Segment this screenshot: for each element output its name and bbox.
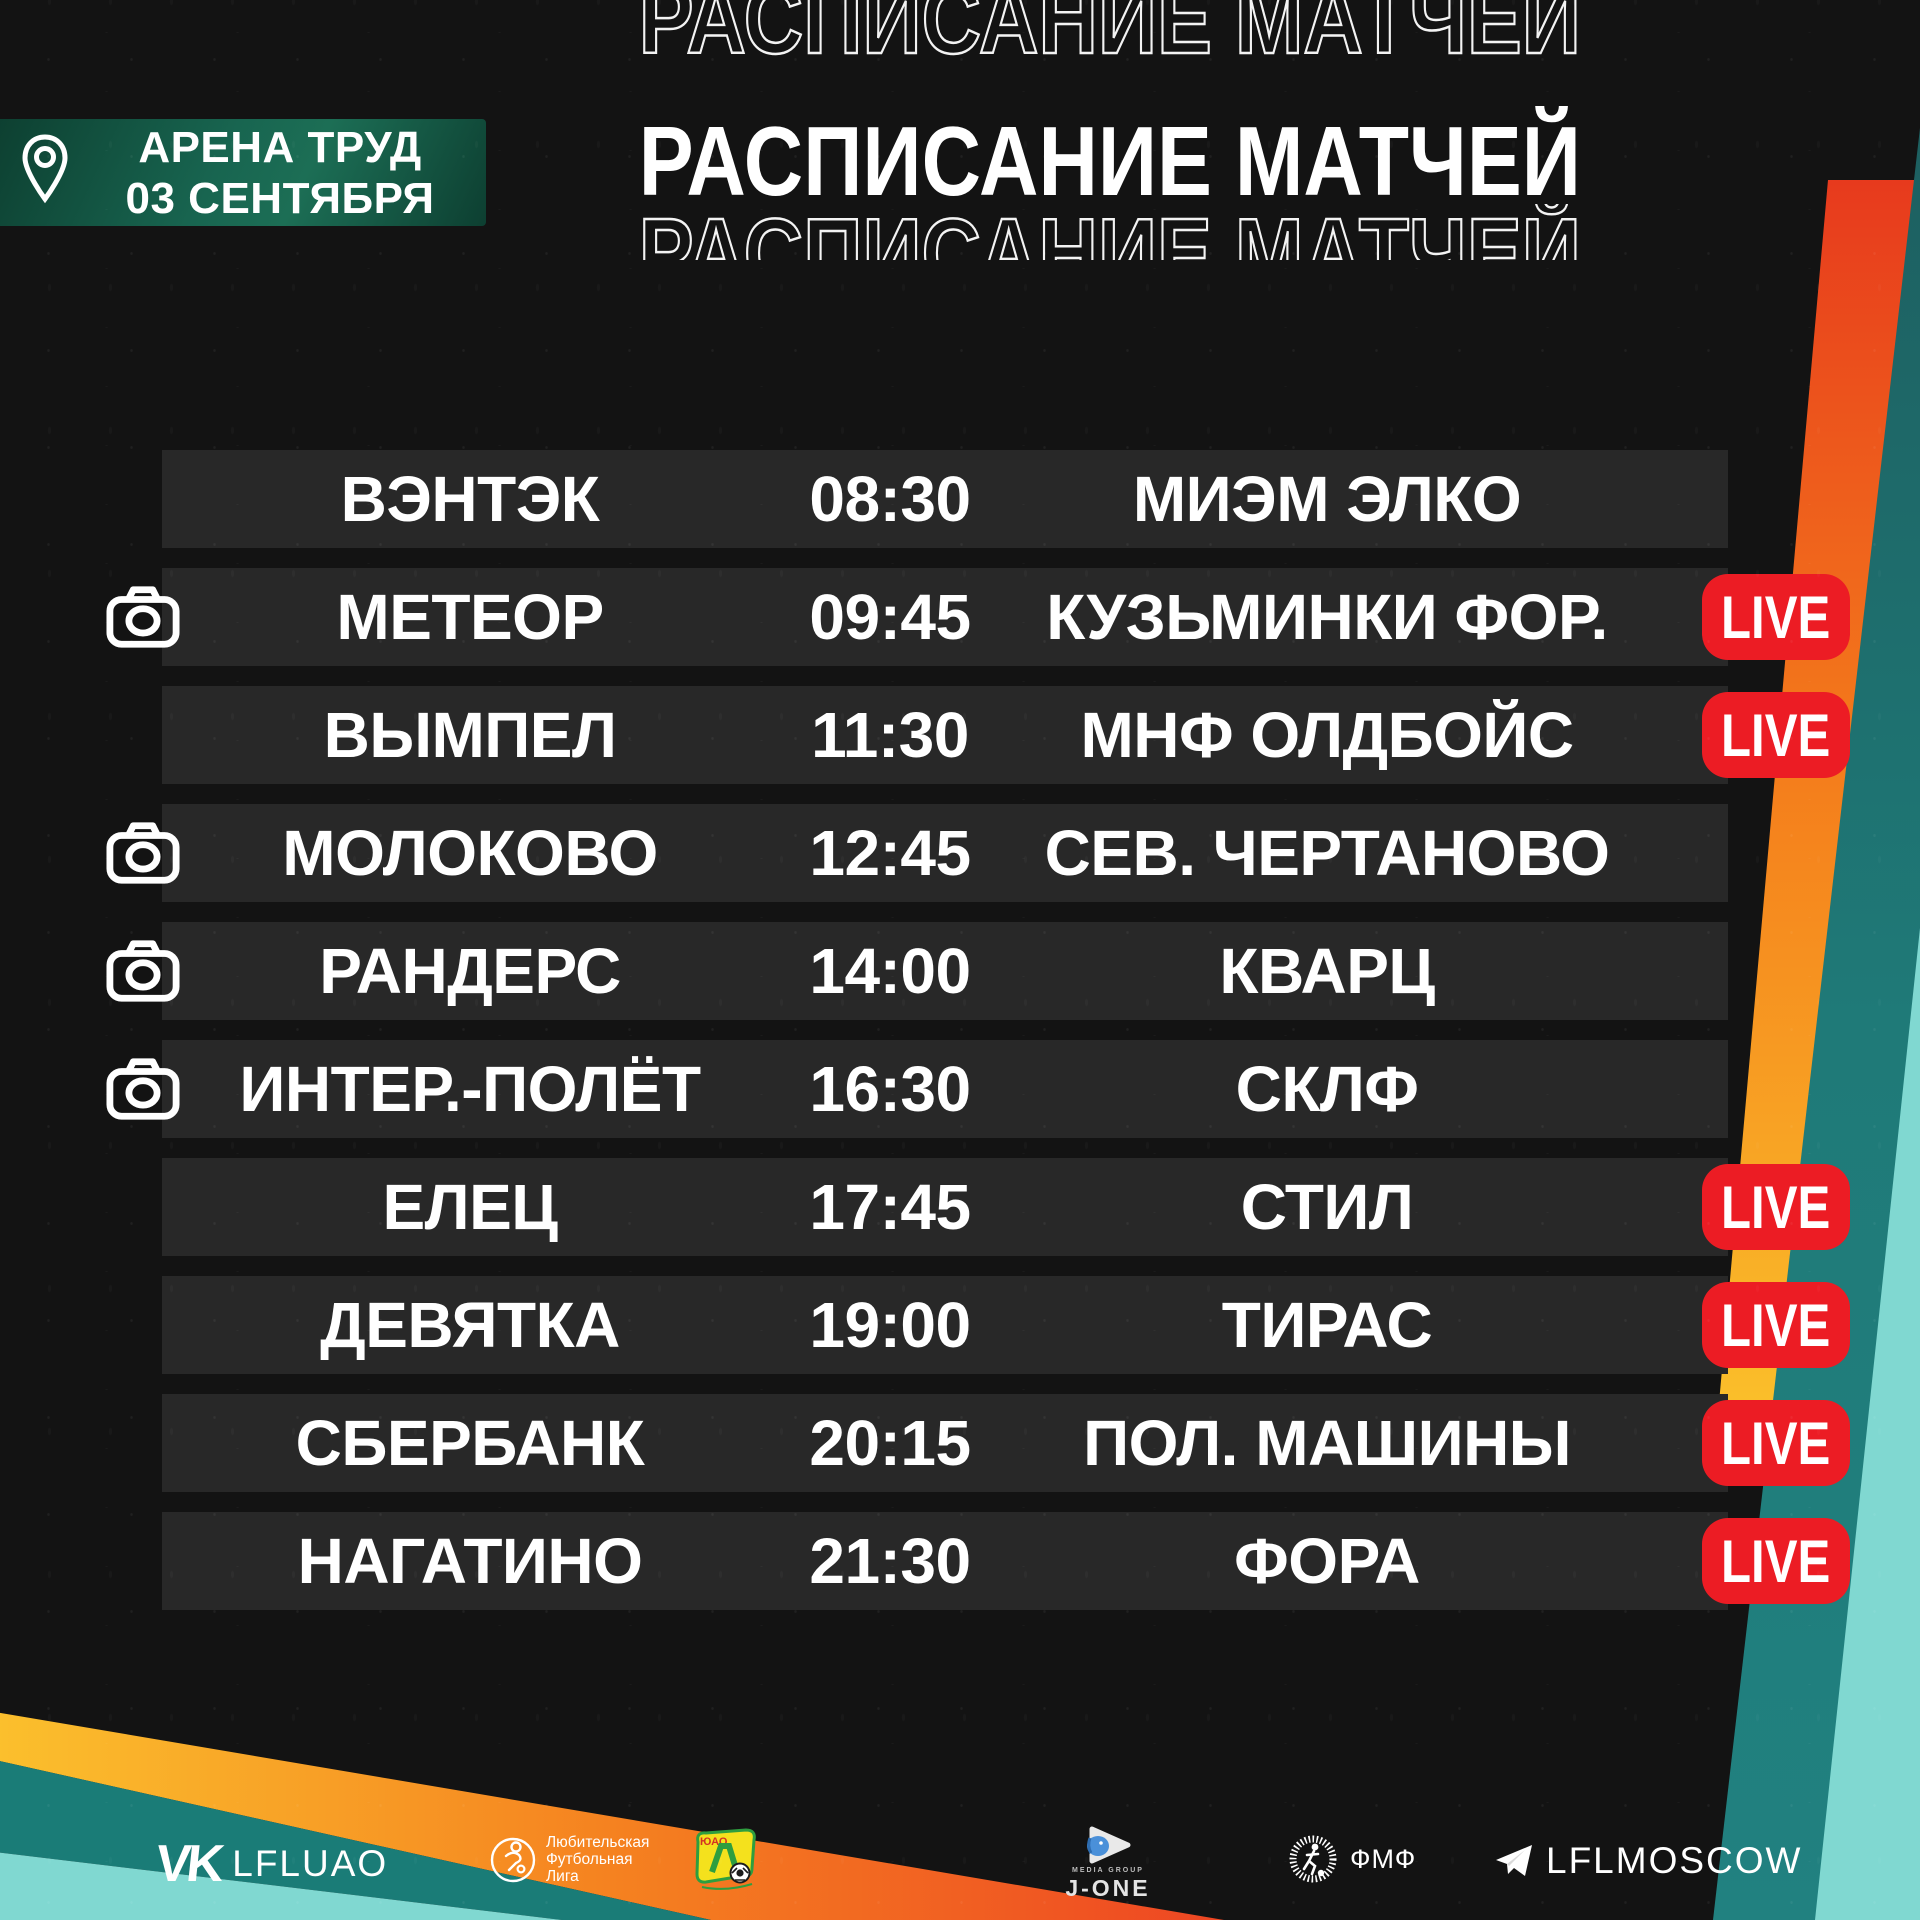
home-team: ЕЛЕЦ bbox=[382, 1171, 558, 1243]
match-row: ВЫМПЕЛ 11:30 МНФ ОЛДБОЙС LIVE bbox=[162, 686, 1850, 784]
match-row: ВЭНТЭК 08:30 МИЭМ ЭЛКО bbox=[162, 450, 1728, 548]
home-team: ДЕВЯТКА bbox=[320, 1289, 620, 1361]
match-time: 08:30 bbox=[809, 463, 971, 535]
match-time: 11:30 bbox=[811, 699, 969, 771]
jone-play-triangle-icon bbox=[1087, 1826, 1131, 1864]
home-team: МОЛОКОВО bbox=[282, 817, 658, 889]
match-time: 14:00 bbox=[809, 935, 971, 1007]
match-row: ИНТЕР.-ПОЛЁТ 16:30 СКЛФ bbox=[106, 1040, 1728, 1138]
bottom-left-yellow-stripe bbox=[0, 1712, 1224, 1920]
vk-icon: VK bbox=[152, 1835, 224, 1893]
jone-wordmark: J-ONE bbox=[1065, 1875, 1151, 1901]
right-orange-stripe bbox=[1715, 180, 1916, 1448]
fmf-label: ФМФ bbox=[1350, 1843, 1417, 1874]
match-time: 09:45 bbox=[809, 581, 971, 653]
vk-handle: LFLUAO bbox=[232, 1843, 389, 1884]
live-badge: LIVE bbox=[1702, 1164, 1850, 1250]
match-time: 17:45 bbox=[809, 1171, 971, 1243]
venue-name: АРЕНА ТРУД bbox=[138, 122, 422, 172]
footer-telegram: LFLMOSCOW bbox=[1494, 1840, 1802, 1882]
home-team: НАГАТИНО bbox=[297, 1525, 643, 1597]
home-team: СБЕРБАНК bbox=[295, 1407, 645, 1479]
match-row: ДЕВЯТКА 19:00 ТИРАС LIVE bbox=[162, 1276, 1850, 1374]
lfl-text: Любительская Футбольная Лига bbox=[546, 1834, 649, 1885]
match-row: ЕЛЕЦ 17:45 СТИЛ LIVE bbox=[162, 1158, 1850, 1256]
home-team: ВЫМПЕЛ bbox=[323, 699, 617, 771]
footer-uao-league: ЮАО bbox=[690, 1828, 762, 1892]
live-badge: LIVE bbox=[1702, 1400, 1850, 1486]
bottom-left-teal-band bbox=[0, 1761, 711, 1920]
live-badge: LIVE bbox=[1702, 692, 1850, 778]
live-badge-label: LIVE bbox=[1721, 1173, 1831, 1241]
home-team: РАНДЕРС bbox=[319, 935, 621, 1007]
telegram-handle: LFLMOSCOW bbox=[1546, 1840, 1803, 1881]
live-badge: LIVE bbox=[1702, 1518, 1850, 1604]
away-team: СКЛФ bbox=[1235, 1053, 1419, 1125]
match-time: 21:30 bbox=[809, 1525, 971, 1597]
match-time: 16:30 bbox=[809, 1053, 971, 1125]
camera-icon bbox=[106, 938, 180, 1004]
camera-icon bbox=[106, 1056, 180, 1122]
bottom-left-light-teal-triangle bbox=[0, 1852, 562, 1920]
match-row: НАГАТИНО 21:30 ФОРА LIVE bbox=[162, 1512, 1850, 1610]
away-team: МИЭМ ЭЛКО bbox=[1132, 463, 1522, 535]
away-team: СЕВ. ЧЕРТАНОВО bbox=[1044, 817, 1610, 889]
lfl-line3: Лига bbox=[546, 1867, 579, 1885]
venue-date: 03 СЕНТЯБРЯ bbox=[125, 173, 435, 223]
title-ghost-top: РАСПИСАНИЕ МАТЧЕЙ bbox=[638, 0, 1582, 74]
live-badge-label: LIVE bbox=[1721, 1527, 1831, 1595]
footer-vk: VK LFLUAO bbox=[152, 1835, 389, 1893]
match-row: МЕТЕОР 09:45 КУЗЬМИНКИ ФОР. LIVE bbox=[106, 568, 1850, 666]
away-team: КУЗЬМИНКИ ФОР. bbox=[1046, 581, 1608, 653]
match-time: 19:00 bbox=[809, 1289, 971, 1361]
footer-lfl-league: Любительская Футбольная Лига bbox=[488, 1832, 649, 1886]
away-team: СТИЛ bbox=[1240, 1171, 1414, 1243]
away-team: ПОЛ. МАШИНЫ bbox=[1083, 1407, 1571, 1479]
live-badge-label: LIVE bbox=[1721, 1409, 1831, 1477]
camera-icon bbox=[106, 820, 180, 886]
away-team: ТИРАС bbox=[1221, 1289, 1433, 1361]
away-team: ФОРА bbox=[1234, 1525, 1420, 1597]
live-badge-label: LIVE bbox=[1721, 1291, 1831, 1359]
uao-emblem-icon: ЮАО bbox=[695, 1828, 756, 1890]
venue-badge: АРЕНА ТРУД 03 СЕНТЯБРЯ bbox=[0, 119, 486, 226]
lfl-line2: Футбольная bbox=[546, 1850, 633, 1868]
telegram-icon bbox=[1496, 1845, 1532, 1876]
match-row: СБЕРБАНК 20:15 ПОЛ. МАШИНЫ LIVE bbox=[162, 1394, 1850, 1492]
match-row: РАНДЕРС 14:00 КВАРЦ bbox=[106, 922, 1728, 1020]
home-team: ИНТЕР.-ПОЛЁТ bbox=[239, 1053, 701, 1125]
live-badge: LIVE bbox=[1702, 1282, 1850, 1368]
match-time: 12:45 bbox=[809, 817, 971, 889]
home-team: МЕТЕОР bbox=[336, 581, 604, 653]
right-light-teal-wedge bbox=[1815, 928, 1920, 1920]
match-time: 20:15 bbox=[809, 1407, 971, 1479]
footer-fmf: ФМФ bbox=[1288, 1834, 1416, 1884]
camera-icon bbox=[106, 584, 180, 650]
footer-jone: MEDIA GROUP J-ONE bbox=[1062, 1826, 1154, 1902]
venue-text: АРЕНА ТРУД 03 СЕНТЯБРЯ bbox=[90, 122, 470, 224]
page-title: РАСПИСАНИЕ МАТЧЕЙ bbox=[638, 106, 1582, 216]
away-team: КВАРЦ bbox=[1219, 935, 1435, 1007]
away-team: МНФ ОЛДБОЙС bbox=[1080, 699, 1574, 771]
location-pin-icon bbox=[22, 134, 68, 204]
match-row: МОЛОКОВО 12:45 СЕВ. ЧЕРТАНОВО bbox=[106, 804, 1728, 902]
live-badge-label: LIVE bbox=[1721, 701, 1831, 769]
live-badge: LIVE bbox=[1702, 574, 1850, 660]
lfl-emblem-icon bbox=[490, 1837, 536, 1883]
home-team: ВЭНТЭК bbox=[340, 463, 600, 535]
lfl-line1: Любительская bbox=[546, 1833, 650, 1851]
fmf-emblem-icon bbox=[1289, 1835, 1337, 1883]
jone-subtitle: MEDIA GROUP bbox=[1072, 1867, 1144, 1874]
title-ghost-bottom: РАСПИСАНИЕ МАТЧЕЙ bbox=[638, 204, 1582, 260]
live-badge-label: LIVE bbox=[1721, 583, 1831, 651]
